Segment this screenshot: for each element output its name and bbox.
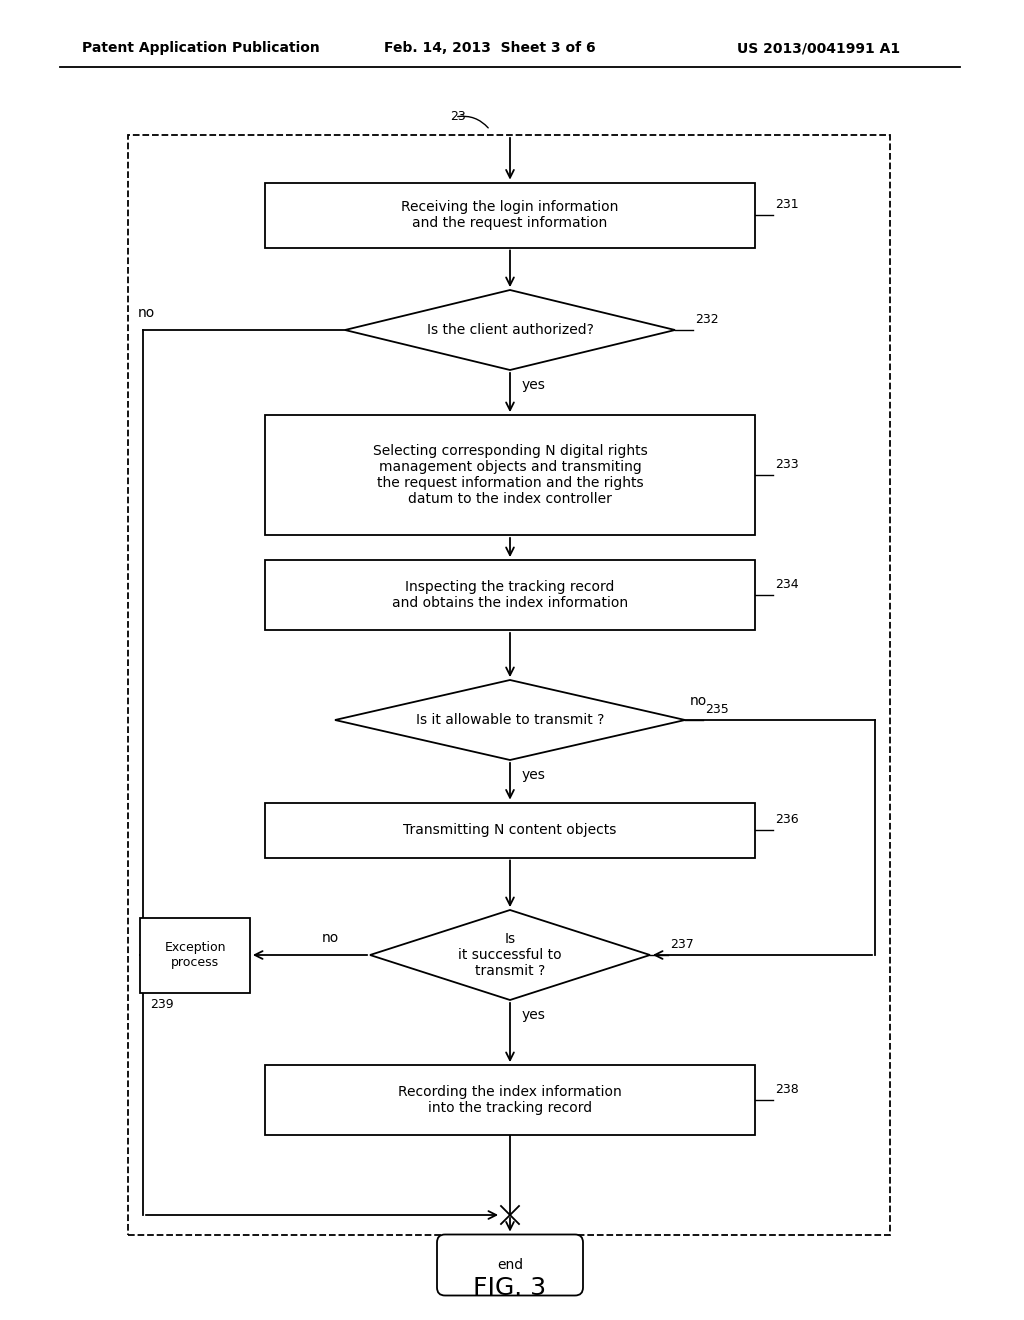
Text: 234: 234 bbox=[775, 578, 799, 591]
Text: 231: 231 bbox=[775, 198, 799, 211]
Text: 233: 233 bbox=[775, 458, 799, 471]
Text: Patent Application Publication: Patent Application Publication bbox=[82, 41, 319, 55]
Text: no: no bbox=[138, 306, 156, 319]
FancyBboxPatch shape bbox=[265, 803, 755, 858]
Polygon shape bbox=[370, 909, 650, 1001]
Text: 238: 238 bbox=[775, 1082, 799, 1096]
Text: yes: yes bbox=[522, 1008, 546, 1022]
FancyBboxPatch shape bbox=[437, 1234, 583, 1295]
Text: 237: 237 bbox=[670, 939, 693, 950]
Text: yes: yes bbox=[522, 768, 546, 781]
Text: Is the client authorized?: Is the client authorized? bbox=[427, 323, 594, 337]
FancyBboxPatch shape bbox=[265, 182, 755, 248]
Text: 235: 235 bbox=[705, 704, 729, 715]
Text: yes: yes bbox=[522, 378, 546, 392]
Text: Feb. 14, 2013  Sheet 3 of 6: Feb. 14, 2013 Sheet 3 of 6 bbox=[384, 41, 596, 55]
Text: 236: 236 bbox=[775, 813, 799, 826]
FancyBboxPatch shape bbox=[265, 560, 755, 630]
Text: Inspecting the tracking record
and obtains the index information: Inspecting the tracking record and obtai… bbox=[392, 579, 628, 610]
Text: no: no bbox=[690, 694, 708, 708]
Text: 23: 23 bbox=[450, 110, 466, 123]
FancyBboxPatch shape bbox=[265, 1065, 755, 1135]
Text: Selecting corresponding N digital rights
management objects and transmiting
the : Selecting corresponding N digital rights… bbox=[373, 444, 647, 507]
Text: 239: 239 bbox=[150, 998, 174, 1011]
Text: no: no bbox=[322, 931, 339, 945]
Polygon shape bbox=[335, 680, 685, 760]
Text: Recording the index information
into the tracking record: Recording the index information into the… bbox=[398, 1085, 622, 1115]
Text: Receiving the login information
and the request information: Receiving the login information and the … bbox=[401, 199, 618, 230]
Text: Is
it successful to
transmit ?: Is it successful to transmit ? bbox=[458, 932, 562, 978]
Text: Transmitting N content objects: Transmitting N content objects bbox=[403, 822, 616, 837]
Text: 232: 232 bbox=[695, 313, 719, 326]
Text: Exception
process: Exception process bbox=[164, 941, 225, 969]
Text: end: end bbox=[497, 1258, 523, 1272]
Polygon shape bbox=[345, 290, 675, 370]
FancyBboxPatch shape bbox=[140, 917, 250, 993]
Text: Is it allowable to transmit ?: Is it allowable to transmit ? bbox=[416, 713, 604, 727]
FancyBboxPatch shape bbox=[265, 414, 755, 535]
Text: US 2013/0041991 A1: US 2013/0041991 A1 bbox=[737, 41, 900, 55]
Text: FIG. 3: FIG. 3 bbox=[473, 1276, 547, 1300]
